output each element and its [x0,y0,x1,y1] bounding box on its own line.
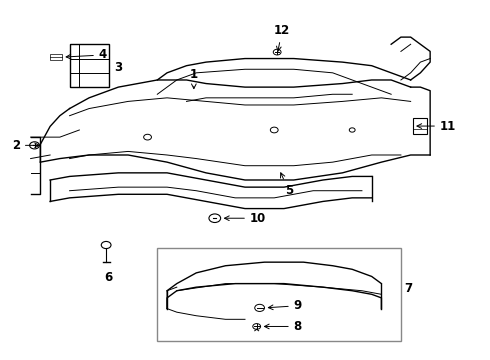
Text: 8: 8 [265,320,302,333]
Text: 9: 9 [269,299,302,312]
Bar [50,54,62,60]
Text: 6: 6 [104,271,113,284]
Text: 3: 3 [115,60,122,73]
Text: 2: 2 [12,139,39,152]
Bar [413,118,427,134]
Text: 12: 12 [274,24,290,51]
Text: 4: 4 [66,49,107,62]
Bar [157,248,401,341]
Text: 1: 1 [190,68,198,89]
Text: 11: 11 [417,120,456,132]
Text: 7: 7 [404,283,412,296]
Bar [70,44,109,87]
Text: 5: 5 [280,173,293,197]
Text: 10: 10 [224,212,266,225]
